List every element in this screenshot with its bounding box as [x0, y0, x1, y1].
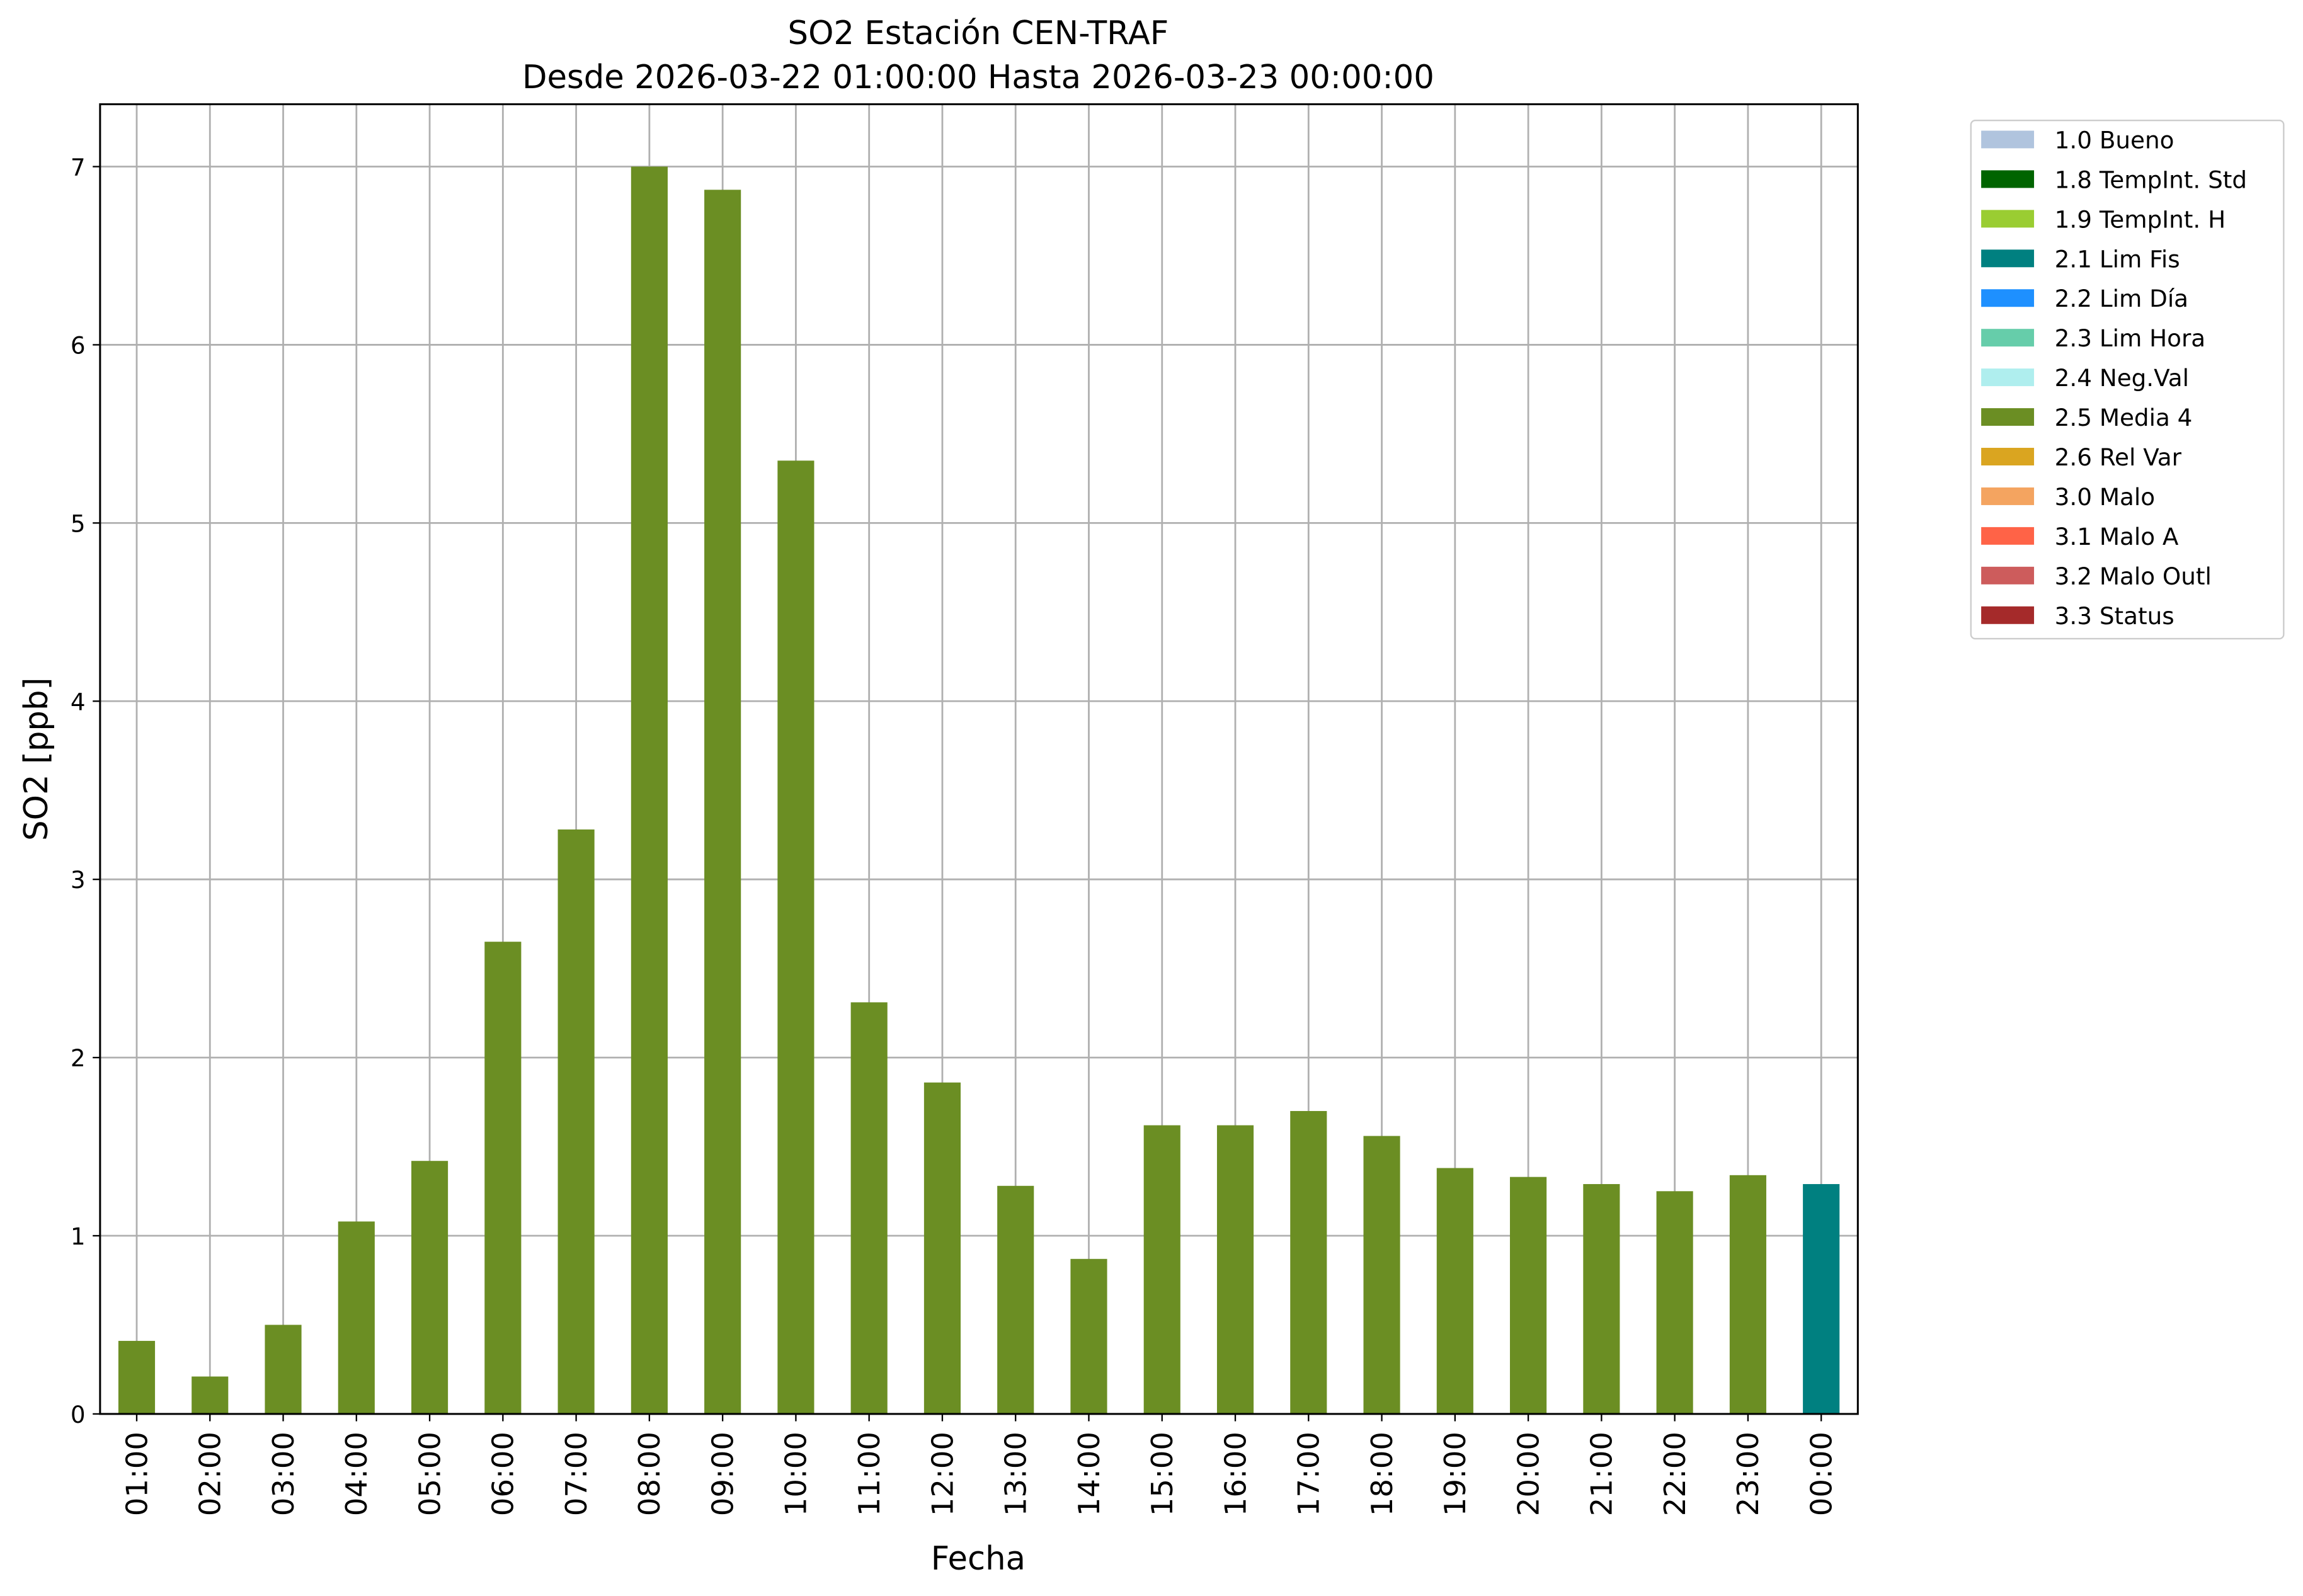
bar — [1583, 1183, 1620, 1414]
y-axis-label: SO2 [ppb] — [18, 678, 55, 841]
bar — [1216, 1125, 1254, 1414]
y-tick-label: 0 — [71, 1401, 86, 1428]
bar — [1729, 1175, 1766, 1414]
chart-title: SO2 Estación CEN-TRAF — [788, 14, 1169, 52]
x-tick-label: 18:00 — [1365, 1432, 1399, 1516]
y-tick-label: 3 — [71, 866, 86, 894]
bar — [631, 166, 668, 1414]
bar — [704, 190, 741, 1414]
y-tick-label: 2 — [71, 1044, 86, 1072]
x-tick-label: 00:00 — [1804, 1432, 1838, 1516]
x-tick-label: 16:00 — [1218, 1432, 1252, 1516]
x-tick-label: 07:00 — [559, 1432, 593, 1516]
y-tick-label: 5 — [71, 510, 86, 537]
x-tick-label: 14:00 — [1072, 1432, 1106, 1516]
legend-label: 1.9 TempInt. H — [2055, 205, 2226, 233]
x-tick-label: 03:00 — [266, 1432, 300, 1516]
plot-frame — [99, 103, 1859, 1415]
legend-swatch — [1981, 408, 2035, 426]
x-tick-label: 08:00 — [632, 1432, 666, 1516]
legend-swatch — [1981, 170, 2035, 188]
x-tick-label: 04:00 — [340, 1432, 374, 1516]
bar — [557, 829, 595, 1414]
legend-label: 1.8 TempInt. Std — [2055, 166, 2247, 193]
bar — [1656, 1191, 1693, 1414]
x-tick-label: 23:00 — [1731, 1432, 1765, 1516]
bar — [338, 1221, 375, 1414]
bar — [1143, 1125, 1180, 1414]
legend-label: 1.0 Bueno — [2055, 126, 2174, 154]
legend-swatch — [1981, 368, 2035, 387]
x-tick-label: 12:00 — [925, 1432, 959, 1516]
x-tick-label: 13:00 — [999, 1432, 1033, 1516]
legend-label: 3.1 Malo A — [2055, 523, 2179, 550]
legend-label: 2.3 Lim Hora — [2055, 324, 2205, 352]
y-tick-label: 1 — [71, 1223, 86, 1250]
x-tick-label: 10:00 — [779, 1432, 813, 1516]
x-tick-label: 21:00 — [1585, 1432, 1619, 1516]
x-tick-label: 17:00 — [1292, 1432, 1326, 1516]
x-tick-label: 22:00 — [1658, 1432, 1692, 1516]
legend-label: 2.2 Lim Día — [2055, 285, 2188, 312]
x-tick-label: 11:00 — [852, 1432, 886, 1516]
legend-swatch — [1981, 566, 2035, 584]
bar — [997, 1185, 1034, 1414]
legend-label: 3.2 Malo Outl — [2055, 562, 2212, 590]
bar — [265, 1325, 302, 1414]
legend-label: 3.0 Malo — [2055, 483, 2155, 511]
bar — [484, 942, 522, 1414]
bar — [191, 1376, 229, 1414]
bar — [1290, 1110, 1327, 1414]
legend-swatch — [1981, 606, 2035, 624]
bar — [1436, 1168, 1473, 1414]
x-tick-label: 15:00 — [1145, 1432, 1179, 1516]
legend-box — [1970, 119, 2285, 640]
y-tick-label: 4 — [71, 688, 86, 715]
legend-label: 2.6 Rel Var — [2055, 443, 2182, 471]
x-tick-label: 02:00 — [193, 1432, 227, 1516]
legend-swatch — [1981, 289, 2035, 307]
x-tick-label: 19:00 — [1438, 1432, 1472, 1516]
bar — [411, 1161, 449, 1414]
legend-label: 2.5 Media 4 — [2055, 404, 2193, 431]
chart-subtitle: Desde 2026-03-22 01:00:00 Hasta 2026-03-… — [522, 59, 1434, 96]
x-tick-label: 05:00 — [413, 1432, 447, 1516]
bar — [777, 460, 814, 1414]
y-tick-label: 7 — [71, 154, 86, 181]
y-tick-label: 6 — [71, 331, 86, 359]
x-tick-label: 09:00 — [706, 1432, 740, 1516]
legend-swatch — [1981, 329, 2035, 347]
bar — [1070, 1258, 1107, 1414]
bar — [1803, 1183, 1840, 1414]
x-tick-label: 01:00 — [120, 1432, 154, 1516]
legend-swatch — [1981, 527, 2035, 545]
legend-swatch — [1981, 487, 2035, 505]
bar — [1510, 1177, 1547, 1414]
legend-swatch — [1981, 130, 2035, 149]
bar — [923, 1082, 961, 1414]
x-tick-label: 06:00 — [486, 1432, 520, 1516]
x-tick-label: 20:00 — [1511, 1432, 1545, 1516]
legend-swatch — [1981, 249, 2035, 268]
legend-swatch — [1981, 210, 2035, 228]
legend-swatch — [1981, 448, 2035, 465]
bar — [850, 1002, 888, 1414]
x-axis-label: Fecha — [931, 1540, 1026, 1578]
legend-label: 2.1 Lim Fis — [2055, 245, 2180, 273]
legend-label: 3.3 Status — [2055, 602, 2174, 630]
legend-label: 2.4 Neg.Val — [2055, 364, 2189, 392]
bar — [1363, 1136, 1400, 1414]
bar — [118, 1340, 156, 1414]
